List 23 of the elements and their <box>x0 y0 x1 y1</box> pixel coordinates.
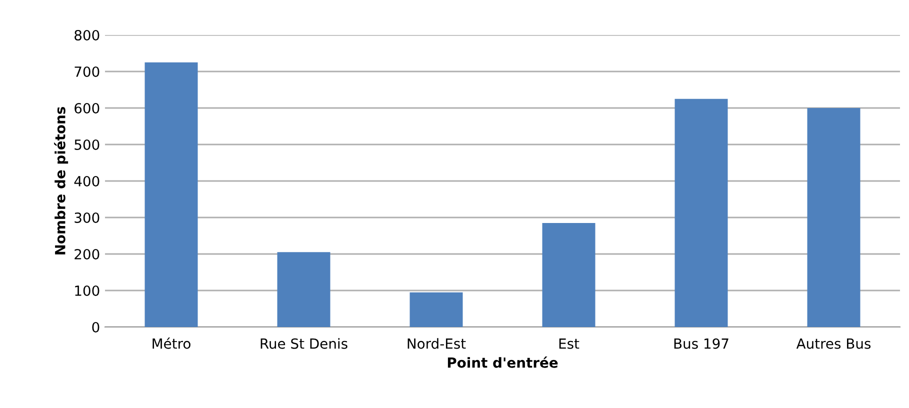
bar <box>410 292 463 327</box>
y-tick-label: 200 <box>74 248 100 260</box>
bar <box>542 222 596 327</box>
y-tick-label: 400 <box>74 176 100 186</box>
y-tick-label: 600 <box>74 102 100 114</box>
bar <box>674 98 728 327</box>
y-tick-label: 300 <box>74 212 100 223</box>
y-tick-label: 500 <box>74 139 100 150</box>
x-tick-label: Rue St Denis <box>260 338 348 349</box>
y-tick-label: 700 <box>74 66 100 77</box>
x-tick-label: Bus 197 <box>674 338 728 349</box>
bar <box>277 252 330 327</box>
x-tick-label: Nord-Est <box>408 338 466 349</box>
y-tick-label: 0 <box>92 322 100 332</box>
x-tick-label: Autres Bus <box>796 338 871 349</box>
y-tick-label: 100 <box>75 285 100 296</box>
x-axis-title: Point d'entrée <box>448 356 558 368</box>
x-tick-label: Est <box>559 338 580 349</box>
y-axis-title: Nombre de piétons <box>54 106 68 254</box>
bar <box>807 108 860 327</box>
bar <box>144 62 198 327</box>
y-tick-label: 800 <box>74 30 100 40</box>
x-tick-label: Métro <box>152 338 190 349</box>
